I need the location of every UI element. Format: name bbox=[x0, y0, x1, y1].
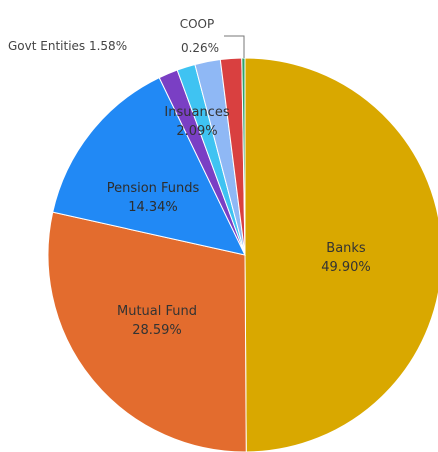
pie-slice-banks[interactable] bbox=[244, 57, 438, 452]
pie-slice-mutual-fund[interactable] bbox=[47, 211, 247, 452]
slice-value-banks: 49.90% bbox=[321, 260, 371, 275]
pie-slice-pension-funds[interactable] bbox=[52, 76, 246, 256]
slices-layer bbox=[47, 57, 438, 452]
slice-label-insuances: Insuances bbox=[164, 105, 229, 120]
slice-label-banks: Banks bbox=[326, 241, 366, 256]
slice-label-govt-entities: Govt Entities 1.58% bbox=[8, 39, 127, 53]
slice-label-coop: COOP bbox=[180, 17, 215, 31]
leader-lines-layer bbox=[224, 35, 245, 58]
slice-value-mutual-fund: 28.59% bbox=[132, 323, 182, 338]
pie-slice-coop[interactable] bbox=[241, 57, 246, 256]
slice-value-coop: 0.26% bbox=[181, 41, 219, 55]
slice-label-mutual-fund: Mutual Fund bbox=[117, 304, 197, 319]
slice-label-pension-funds: Pension Funds bbox=[107, 181, 200, 196]
labels-layer: Banks 49.90% Mutual Fund 28.59% Pension Fund… bbox=[8, 17, 371, 338]
slice-value-pension-funds: 14.34% bbox=[128, 200, 178, 215]
coop-leader-line bbox=[224, 35, 245, 58]
slice-value-insuances: 2.09% bbox=[176, 124, 217, 139]
